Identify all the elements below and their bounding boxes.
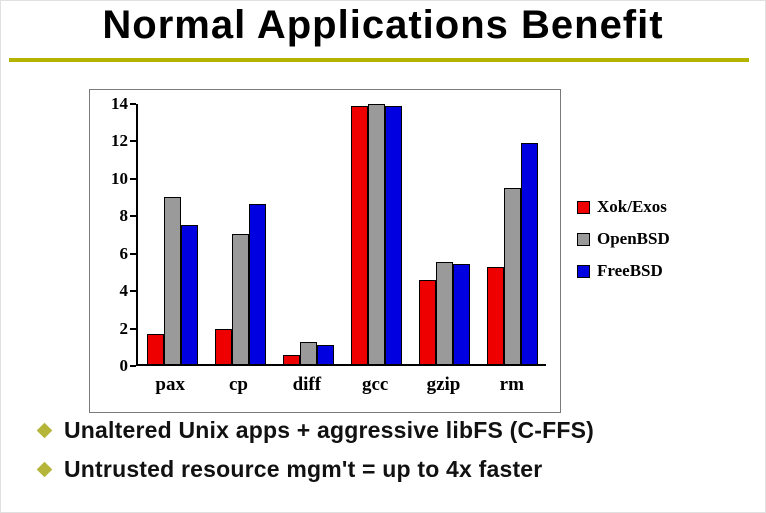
- bar-group-gzip: [410, 104, 478, 364]
- y-tick-mark: [130, 290, 136, 293]
- bar-xok-exos-gcc: [350, 105, 368, 364]
- plot-area: [136, 104, 546, 366]
- diamond-bullet-icon: [36, 422, 53, 439]
- legend-swatch-icon: [577, 200, 590, 214]
- y-tick-label-6: 6: [119, 243, 129, 263]
- bar-openbsd-gzip: [435, 261, 453, 364]
- bar-group-rm: [478, 104, 546, 364]
- bullet-text: Unaltered Unix apps + aggressive libFS (…: [64, 417, 595, 443]
- x-tick-label-gzip: gzip: [426, 374, 461, 395]
- bullet-list: Unaltered Unix apps + aggressive libFS (…: [35, 417, 755, 483]
- x-axis-labels: pax cp diff gcc gzip rm: [136, 374, 546, 402]
- bar-xok-exos-diff: [282, 354, 300, 364]
- bar-openbsd-diff: [299, 341, 317, 364]
- y-tick-mark: [130, 215, 136, 218]
- x-tick-label-diff: diff: [292, 374, 322, 395]
- y-tick-label-14: 14: [111, 94, 128, 113]
- y-tick-label-8: 8: [119, 206, 129, 226]
- bar-freebsd-pax: [180, 224, 198, 364]
- bar-xok-exos-rm: [486, 267, 504, 364]
- bar-group-diff: [274, 104, 342, 364]
- bar-xok-exos-gzip: [418, 280, 436, 364]
- legend-label: OpenBSD: [597, 229, 670, 248]
- legend-item-openbsd: OpenBSD: [577, 229, 670, 249]
- bar-openbsd-rm: [503, 187, 521, 364]
- bar-group-pax: [138, 104, 206, 364]
- bar-freebsd-rm: [520, 143, 538, 364]
- bullet-text: Untrusted resource mgm't = up to 4x fast…: [64, 456, 543, 482]
- x-tick-label-cp: cp: [228, 374, 248, 395]
- legend-item-xok-exos: Xok/Exos: [577, 197, 670, 217]
- x-tick-label-rm: rm: [499, 374, 524, 395]
- y-tick-mark: [130, 140, 136, 143]
- y-tick-label-2: 2: [119, 318, 129, 338]
- y-tick-label-10: 10: [111, 168, 128, 188]
- bar-freebsd-gzip: [452, 263, 470, 364]
- legend-item-freebsd: FreeBSD: [577, 261, 670, 281]
- bar-chart: pax cp diff gcc gzip rm 0 2 4 6 8 10 12 14: [89, 89, 561, 413]
- bar-group-gcc: [342, 104, 410, 364]
- bar-freebsd-cp: [248, 204, 266, 364]
- legend: Xok/Exos OpenBSD FreeBSD: [577, 197, 670, 281]
- legend-swatch-icon: [577, 232, 590, 246]
- y-tick-label-12: 12: [111, 131, 128, 151]
- diamond-bullet-icon: [36, 461, 53, 478]
- y-tick-label-4: 4: [119, 281, 129, 301]
- legend-label: Xok/Exos: [597, 197, 667, 216]
- legend-label: FreeBSD: [597, 261, 663, 280]
- y-tick-mark: [130, 252, 136, 255]
- bar-xok-exos-pax: [146, 334, 164, 364]
- y-tick-mark: [130, 177, 136, 180]
- bar-freebsd-gcc: [384, 105, 402, 364]
- bullet-item: Untrusted resource mgm't = up to 4x fast…: [35, 456, 755, 483]
- bar-freebsd-diff: [316, 345, 334, 364]
- y-tick-label-0: 0: [119, 356, 129, 375]
- bar-group-cp: [206, 104, 274, 364]
- y-tick-mark: [130, 365, 136, 367]
- bullet-item: Unaltered Unix apps + aggressive libFS (…: [35, 417, 755, 444]
- y-tick-mark: [130, 327, 136, 330]
- bar-xok-exos-cp: [214, 328, 232, 364]
- x-tick-label-gcc: gcc: [361, 374, 389, 395]
- bar-openbsd-pax: [163, 196, 181, 364]
- title-underline: [9, 58, 749, 62]
- bar-openbsd-cp: [231, 234, 249, 364]
- page-title: Normal Applications Benefit: [102, 3, 664, 47]
- legend-swatch-icon: [577, 264, 590, 278]
- y-tick-mark: [130, 103, 136, 105]
- bar-openbsd-gcc: [367, 104, 385, 364]
- x-tick-label-pax: pax: [155, 374, 185, 395]
